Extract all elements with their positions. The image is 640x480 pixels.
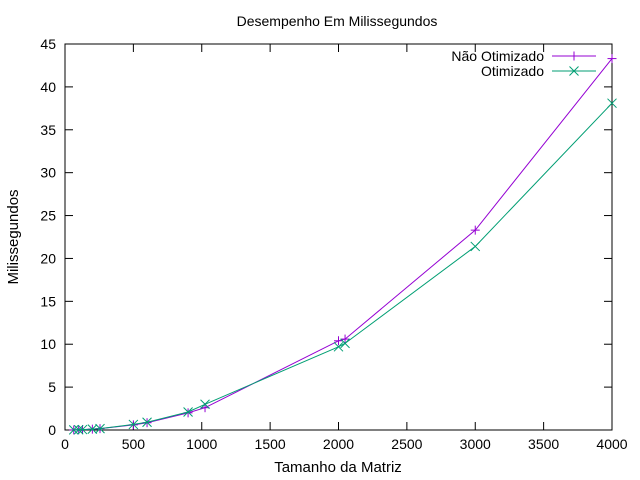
legend-marker: [569, 51, 579, 61]
data-point-series-1: [334, 336, 343, 346]
data-point-series-2: [142, 417, 152, 428]
y-tick-label: 35: [40, 122, 56, 138]
data-point-series-2: [77, 424, 88, 435]
data-point-series-1: [607, 54, 617, 64]
data-point-series-1: [470, 225, 480, 235]
data-point-series-2: [200, 399, 210, 410]
y-tick-label: 25: [40, 208, 56, 224]
y-tick-label: 20: [40, 250, 56, 266]
x-tick-label: 3500: [528, 436, 559, 452]
data-point-series-2: [340, 338, 350, 349]
y-tick-label: 0: [48, 422, 56, 438]
x-axis: 0 500 1000 1500 2000 2500 3000 3500 4000: [61, 44, 628, 452]
data-point-series-2: [73, 424, 84, 435]
x-tick-label: 1000: [186, 436, 217, 452]
legend-label: Não Otimizado: [451, 48, 544, 64]
series-line-1: [73, 58, 613, 431]
data-point-series-2: [470, 241, 481, 252]
data-point-series-2: [87, 424, 98, 434]
series-layer: [68, 54, 617, 435]
data-point-series-1: [340, 334, 350, 344]
legend-marker: [569, 66, 579, 76]
x-tick-label: 1500: [255, 436, 286, 452]
y-tick-label: 5: [48, 379, 56, 395]
x-tick-label: 3000: [460, 436, 491, 452]
data-point-series-2: [607, 98, 617, 109]
legend-label: Otimizado: [481, 63, 544, 79]
x-tick-label: 2000: [323, 436, 354, 452]
y-tick-label: 40: [40, 79, 56, 95]
data-point-series-2: [333, 341, 344, 352]
y-tick-label: 15: [40, 293, 56, 309]
x-tick-label: 4000: [596, 436, 627, 452]
y-axis-label: Milissegundos: [5, 189, 22, 284]
y-tick-label: 45: [40, 36, 56, 52]
x-tick-label: 500: [122, 436, 146, 452]
x-tick-label: 0: [61, 436, 69, 452]
data-point-series-2: [68, 425, 79, 435]
y-tick-label: 30: [40, 165, 56, 181]
data-point-series-2: [128, 419, 139, 430]
chart-title: Desempenho Em Milissegundos: [237, 13, 438, 29]
x-axis-label: Tamanho da Matriz: [274, 459, 402, 476]
plot-frame: [64, 43, 613, 431]
data-point-series-2: [183, 407, 193, 417]
y-tick-label: 10: [40, 336, 56, 352]
series-line-2: [73, 102, 613, 431]
x-tick-label: 2500: [391, 436, 422, 452]
data-point-series-2: [95, 423, 105, 434]
y-axis: 0 5 10 15 20 25 30 35 40 45: [40, 36, 612, 438]
